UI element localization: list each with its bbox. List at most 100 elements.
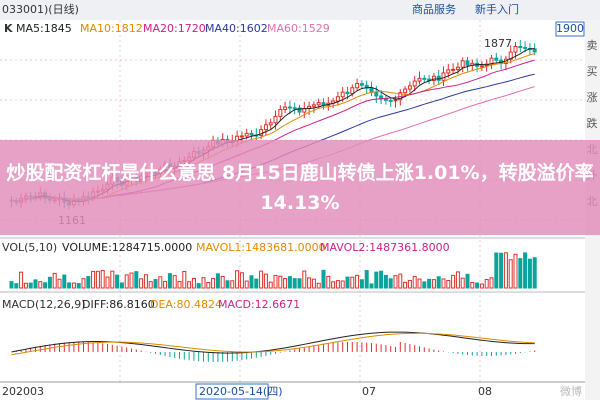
candle [263, 124, 268, 131]
volume-bar [182, 270, 187, 289]
vol-label: VOL(5,10) [2, 241, 57, 254]
volume-bar [239, 272, 244, 289]
volume-bar [417, 278, 422, 289]
candle [340, 91, 345, 98]
volume-bar [28, 282, 33, 289]
candle [350, 87, 355, 95]
candle [287, 106, 292, 109]
sidebar-item[interactable]: 买 [587, 65, 598, 78]
volume-bar [23, 282, 28, 289]
volume-bar [484, 279, 489, 289]
candle [518, 45, 523, 49]
volume-bar [201, 277, 206, 289]
volume-bar [345, 276, 350, 289]
volume-bar [100, 269, 105, 289]
volume-bar [95, 270, 100, 289]
volume-bar [412, 276, 417, 289]
volume-bar [359, 279, 364, 289]
volume-bar [268, 281, 273, 289]
date-cursor [195, 383, 269, 400]
volume-bar [38, 281, 43, 289]
volume-bar [244, 280, 249, 289]
volume-bar [283, 278, 288, 289]
vol-label: VOLUME:1284715.0000 [62, 241, 192, 254]
candle [355, 83, 360, 89]
volume-bar [393, 275, 398, 289]
candle [479, 65, 484, 68]
volume-bar [326, 275, 331, 289]
volume-bar [374, 271, 379, 289]
volume-bar [523, 252, 528, 289]
volume-bar [527, 258, 532, 289]
volume-bar [47, 276, 52, 289]
date-label: 2020-05-14(四) [199, 385, 283, 398]
sidebar-item[interactable]: 跌 [587, 116, 598, 130]
sidebar-item[interactable]: 涨 [587, 91, 598, 104]
candle [297, 107, 302, 113]
overlay-title: 炒股配资杠杆是什么意思 8月15日鹿山转债上涨1.01%，转股溢价率14.13% [0, 140, 600, 235]
volume-bar [148, 281, 153, 289]
candle [278, 109, 283, 117]
volume-bar [211, 278, 216, 289]
volume-bar [62, 274, 67, 289]
diff-line [11, 331, 535, 354]
sidebar-item[interactable]: 卖 [587, 39, 598, 52]
date-label: 07 [362, 385, 376, 398]
k-label: K [4, 22, 13, 35]
watermark: 微博 [560, 384, 582, 398]
volume-bar [91, 270, 96, 289]
volume-bar [129, 272, 134, 289]
volume-bar [355, 274, 360, 289]
volume-bar [225, 280, 230, 289]
volume-bar [206, 282, 211, 289]
volume-bar [350, 276, 355, 289]
volume-bar [259, 270, 264, 289]
tab[interactable]: 商品服务 [412, 2, 456, 16]
volume-bar [292, 278, 297, 289]
volume-bar [446, 279, 451, 289]
volume-bar [460, 277, 465, 289]
candle [508, 51, 513, 60]
price-box [555, 21, 585, 37]
volume-bar [518, 258, 523, 289]
candle [412, 80, 417, 87]
volume-bar [311, 278, 316, 289]
volume-bar [119, 282, 124, 289]
candle [532, 48, 537, 53]
candle [259, 129, 264, 136]
volume-bar [407, 279, 412, 289]
volume-bar [532, 257, 537, 289]
volume-bar [441, 278, 446, 289]
candle [403, 88, 408, 94]
macd-label: MACD:12.6671 [218, 298, 300, 311]
volume-bar [503, 252, 508, 289]
candle [422, 77, 427, 80]
volume-bar [158, 276, 163, 289]
top-bar [0, 0, 600, 20]
volume-bar [475, 282, 480, 289]
volume-bar [379, 270, 384, 289]
volume-bar [398, 273, 403, 289]
candle [393, 99, 398, 102]
tab[interactable]: 新手入门 [475, 2, 519, 16]
volume-bar [177, 281, 182, 289]
volume-bar [76, 283, 81, 289]
volume-bar [249, 275, 254, 289]
macd-label: MACD(12,26,9) [2, 298, 86, 311]
volume-bar [134, 271, 139, 289]
volume-bar [479, 283, 484, 289]
candle [359, 83, 364, 86]
stock-code: 033001)(日线) [2, 2, 79, 16]
candle [431, 75, 436, 82]
candle [249, 132, 254, 136]
volume-bar [86, 276, 91, 289]
volume-bar [335, 280, 340, 289]
volume-bar [451, 274, 456, 289]
candle [292, 107, 297, 110]
volume-bar [307, 277, 312, 289]
volume-bar [57, 278, 62, 289]
volume-bar [287, 276, 292, 289]
volume-bar [220, 275, 225, 289]
candle [374, 91, 379, 97]
